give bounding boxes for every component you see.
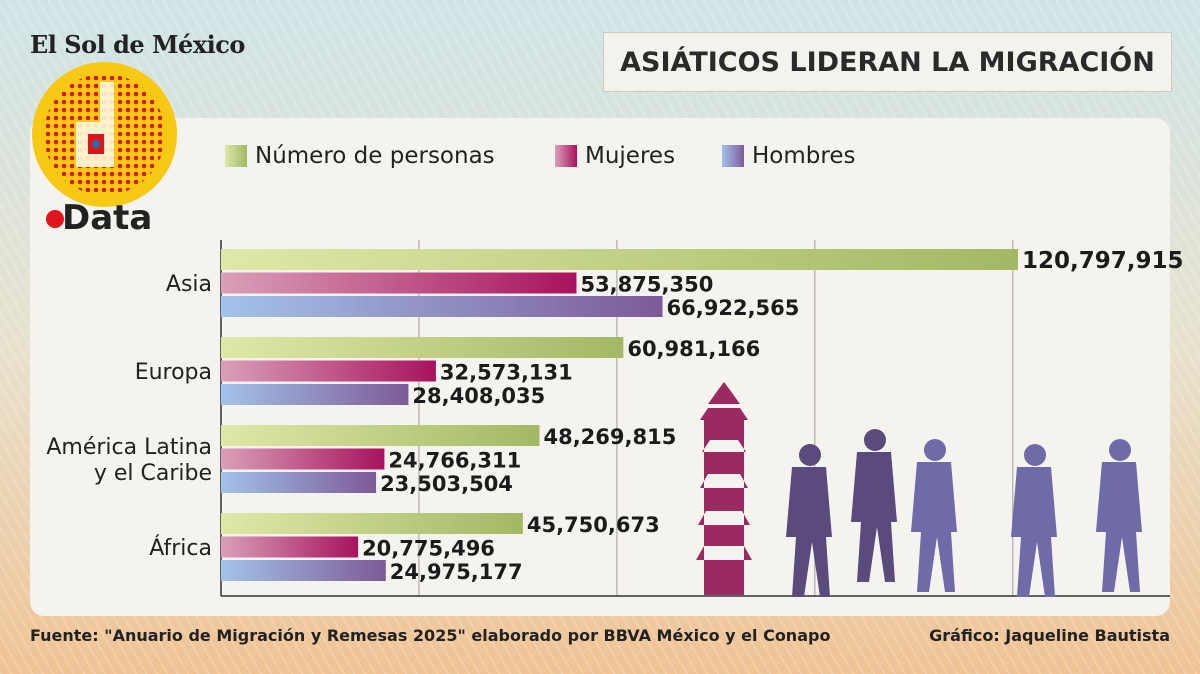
- legend-item: Mujeres: [555, 143, 675, 169]
- legend-label: Hombres: [752, 143, 856, 169]
- data-label: 23,503,504: [380, 472, 513, 496]
- legend-label: Número de personas: [255, 143, 495, 169]
- bar-mujeres: [221, 448, 385, 470]
- bar-mujeres: [221, 272, 577, 294]
- category-label: Asia: [166, 272, 212, 297]
- data-label: 66,922,565: [667, 296, 800, 320]
- data-label: 120,797,915: [1022, 248, 1184, 274]
- data-label: 53,875,350: [580, 273, 713, 297]
- data-label: 24,766,311: [388, 449, 521, 473]
- chart-panel: [30, 118, 1170, 616]
- category-label: Europa: [135, 360, 212, 385]
- data-label: 60,981,166: [627, 337, 760, 361]
- data-label: 48,269,815: [543, 425, 676, 449]
- legend-item: Hombres: [722, 143, 855, 169]
- red-dot-icon: [46, 210, 64, 228]
- bar-número-de-personas: [221, 425, 540, 446]
- legend-swatch: [555, 145, 577, 167]
- legend-label: Mujeres: [585, 143, 676, 169]
- bar-hombres: [221, 296, 663, 317]
- migrants-silhouette-icon: [696, 382, 1142, 597]
- bar-número-de-personas: [221, 513, 523, 534]
- legend-item: Número de personas: [225, 143, 495, 169]
- credit-note: Gráfico: Jaqueline Bautista: [929, 626, 1170, 645]
- legend-swatch: [225, 145, 247, 167]
- data-label: 32,573,131: [440, 361, 573, 385]
- logo-data-text: Data: [62, 198, 153, 238]
- chart-title: ASIÁTICOS LIDERAN LA MIGRACIÓN: [603, 32, 1172, 92]
- data-label: 45,750,673: [527, 513, 660, 537]
- legend-swatch: [722, 145, 744, 167]
- bar-mujeres: [221, 360, 436, 382]
- category-label: América Latina: [46, 435, 212, 460]
- bar-número-de-personas: [221, 337, 624, 358]
- data-label: 20,775,496: [362, 537, 495, 561]
- source-note: Fuente: "Anuario de Migración y Remesas …: [30, 626, 831, 645]
- data-label: 28,408,035: [412, 384, 545, 408]
- data-logo-icon: [32, 62, 177, 207]
- bar-hombres: [221, 384, 409, 405]
- bar-número-de-personas: [221, 249, 1018, 270]
- bar-hombres: [221, 472, 377, 493]
- bar-hombres: [221, 560, 386, 581]
- data-label: 24,975,177: [390, 560, 523, 584]
- bar-mujeres: [221, 536, 359, 558]
- category-label: y el Caribe: [94, 461, 212, 486]
- brand-logo: El Sol de México: [30, 30, 245, 59]
- category-label: África: [149, 535, 212, 561]
